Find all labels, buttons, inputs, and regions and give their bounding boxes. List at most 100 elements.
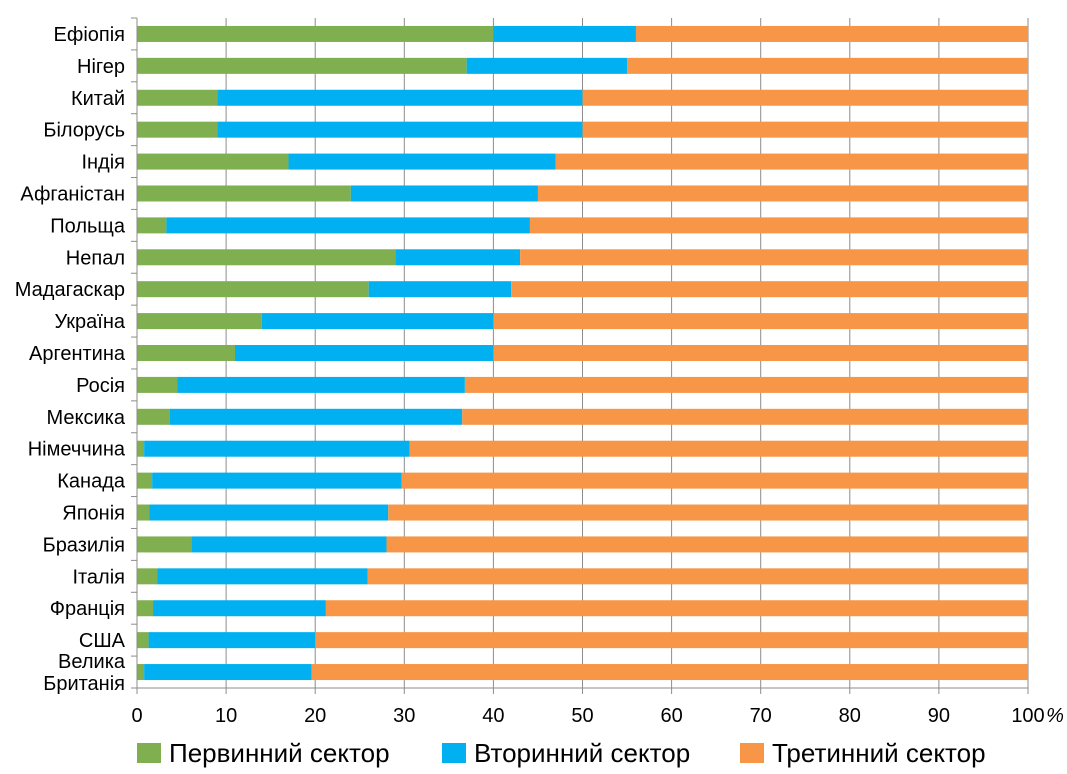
legend: Первинний сектор Вторинний сектор Третинни… <box>137 738 986 768</box>
x-tick-label: 0 <box>131 705 142 727</box>
bar-segment <box>137 217 167 234</box>
bar-segment <box>288 153 556 170</box>
bar-segment <box>462 408 1029 425</box>
bar-segment <box>137 664 145 681</box>
x-tick-labels: 0 10 20 30 40 50 60 70 80 90 100% <box>131 705 1063 727</box>
bar-segment <box>137 153 289 170</box>
bar-segment <box>555 153 1028 170</box>
legend-swatch <box>442 743 466 763</box>
bar-segment <box>401 472 1028 489</box>
x-tick-label: 40 <box>482 705 504 727</box>
category-label: Мексика <box>47 407 126 429</box>
bar-segment <box>582 121 1028 138</box>
bar-segment <box>493 313 1028 330</box>
bar-segment <box>137 440 145 457</box>
category-label: Аргентина <box>29 343 126 365</box>
bar-segment <box>157 568 368 585</box>
bar-segment <box>368 281 512 298</box>
bar-segment <box>627 57 1028 74</box>
x-tick-label: 70 <box>750 705 772 727</box>
bar-segment <box>152 472 402 489</box>
x-tick-label: 60 <box>660 705 682 727</box>
bar-segment <box>137 408 170 425</box>
category-label: Німеччина <box>28 439 126 461</box>
bar-segment <box>350 185 538 202</box>
x-tick-label: 100 <box>1011 705 1044 727</box>
category-label: Індія <box>81 152 125 174</box>
category-label: Польща <box>50 215 126 237</box>
legend-label: Вторинний сектор <box>474 738 690 768</box>
bar-segment <box>367 568 1028 585</box>
category-label: Нігер <box>77 56 125 78</box>
axes <box>131 17 1029 694</box>
bar-segment <box>464 376 1028 393</box>
bar-segment <box>635 25 1028 42</box>
bar-segment <box>137 281 369 298</box>
legend-label: Первинний сектор <box>169 738 390 768</box>
bar-segment <box>137 121 218 138</box>
category-label: Ефіопія <box>54 24 125 46</box>
bar-segment <box>137 25 494 42</box>
x-unit-label: % <box>1046 705 1064 727</box>
category-label: Японія <box>62 503 125 525</box>
bar-segment <box>235 345 494 361</box>
category-label: Росія <box>76 375 125 397</box>
x-tick-label: 30 <box>393 705 415 727</box>
bar-segment <box>520 249 1028 266</box>
x-tick-label: 50 <box>571 705 593 727</box>
bar-segment <box>466 57 628 74</box>
bar-segment <box>409 440 1028 457</box>
category-label: Італія <box>72 566 125 588</box>
x-tick-label: 80 <box>839 705 861 727</box>
bars <box>137 25 1029 681</box>
bar-segment <box>148 632 316 649</box>
bar-segment <box>493 345 1028 361</box>
category-labels: Ефіопія Нігер Китай Білорусь Індія Афганістан… <box>15 24 126 695</box>
category-label: Афганістан <box>20 183 125 205</box>
legend-label: Третинний сектор <box>772 738 986 768</box>
x-tick-label: 90 <box>928 705 950 727</box>
bar-segment <box>529 217 1028 234</box>
category-label: Білорусь <box>43 120 125 142</box>
bar-segment <box>137 185 351 202</box>
legend-swatch <box>137 743 161 763</box>
bar-segment <box>137 504 150 521</box>
category-label: Непал <box>66 247 125 269</box>
category-label: США <box>79 630 126 652</box>
category-label: Мадагаскар <box>15 279 125 301</box>
bar-segment <box>386 536 1029 553</box>
category-label: Україна <box>54 311 125 333</box>
bar-segment <box>137 249 396 266</box>
bar-segment <box>582 89 1028 106</box>
bar-segment <box>137 376 178 393</box>
bar-segment <box>493 25 636 42</box>
bar-segment <box>144 664 312 681</box>
bar-segment <box>325 600 1029 617</box>
bar-segment <box>137 568 158 585</box>
bar-segment <box>137 600 154 617</box>
legend-swatch <box>740 743 764 763</box>
bar-segment <box>537 185 1028 202</box>
bar-segment <box>137 472 153 489</box>
bar-segment <box>137 89 218 106</box>
x-tick-label: 10 <box>215 705 237 727</box>
bar-segment <box>169 408 463 425</box>
bar-segment <box>149 504 389 521</box>
category-label: Британія <box>43 673 125 695</box>
bar-segment <box>137 57 467 74</box>
bar-segment <box>395 249 521 266</box>
bar-segment <box>144 440 410 457</box>
bar-segment <box>261 313 494 330</box>
bar-segment <box>315 632 1028 649</box>
bar-segment <box>217 89 583 106</box>
bar-segment <box>137 632 149 649</box>
bar-segment <box>137 313 262 330</box>
bar-segment <box>166 217 530 234</box>
category-label: Китай <box>71 88 125 110</box>
x-tick-label: 20 <box>304 705 326 727</box>
bar-segment <box>137 536 192 553</box>
bar-segment <box>191 536 387 553</box>
bar-segment <box>177 376 465 393</box>
bar-segment <box>511 281 1029 298</box>
